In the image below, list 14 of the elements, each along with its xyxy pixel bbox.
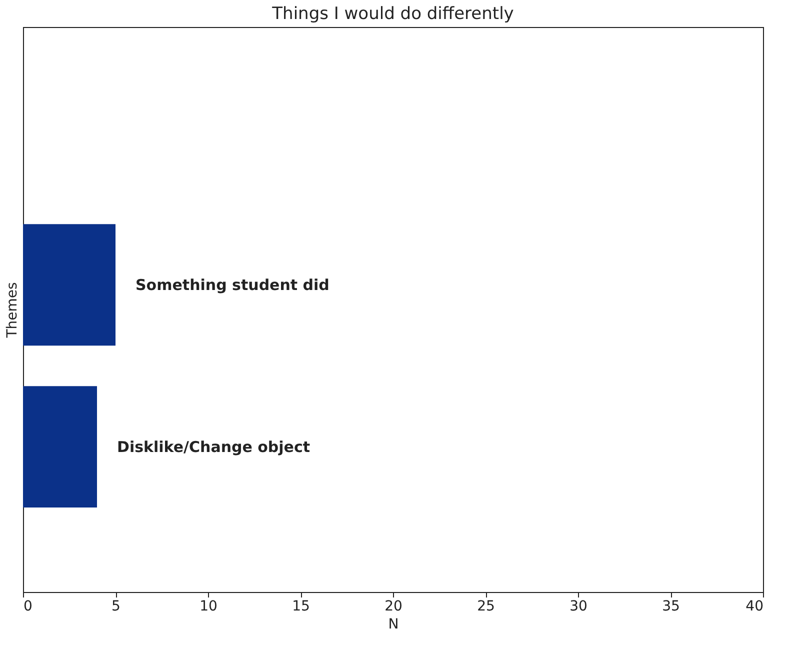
chart-title: Things I would do differently	[271, 4, 514, 24]
x-tick-label: 20	[384, 598, 402, 614]
y-tick-label: Disklike/Change object	[117, 438, 310, 456]
y-axis-title: Themes	[4, 282, 20, 339]
x-tick-label: 0	[24, 598, 32, 614]
y-tick-label: Something student did	[136, 276, 330, 294]
x-tick-label: 5	[112, 598, 120, 614]
x-tick-label: 30	[570, 598, 588, 614]
x-tick-label: 40	[746, 598, 764, 614]
x-axis-title: N	[388, 616, 399, 632]
x-tick-label: 10	[200, 598, 218, 614]
x-tick-label: 25	[477, 598, 495, 614]
x-tick-label: 15	[292, 598, 310, 614]
x-tick-label: 35	[662, 598, 680, 614]
